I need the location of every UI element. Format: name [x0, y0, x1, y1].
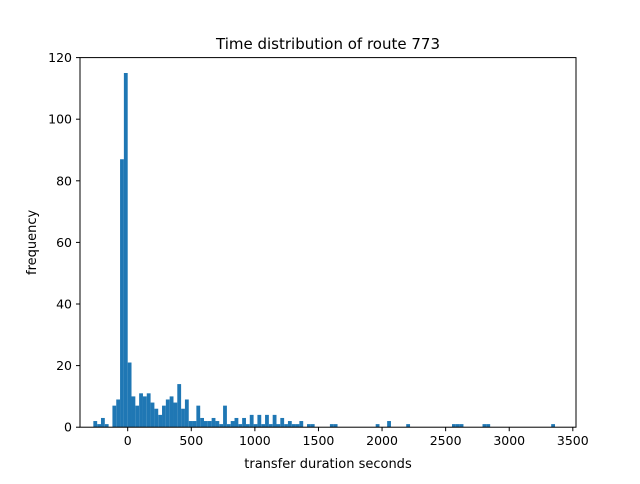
y-tick-label: 80	[56, 173, 72, 188]
histogram-bar	[307, 424, 311, 428]
y-tick-label: 60	[56, 235, 72, 250]
histogram-bar	[272, 414, 277, 428]
histogram-bar	[112, 405, 117, 428]
y-tick-label: 100	[48, 112, 72, 127]
histogram-bar	[486, 424, 491, 428]
histogram-bar	[253, 424, 258, 428]
histogram-bar	[97, 424, 101, 428]
histogram-bar	[455, 424, 460, 428]
histogram-bar	[452, 424, 456, 428]
histogram-bar	[184, 399, 189, 428]
histogram-bar	[238, 424, 243, 428]
histogram-bar	[280, 417, 285, 428]
histogram-bar	[375, 424, 380, 428]
x-tick-label: 1500	[303, 433, 335, 448]
x-tick-label: 1000	[239, 433, 271, 448]
x-tick-label: 3500	[557, 433, 589, 448]
histogram-bar	[310, 424, 315, 428]
histogram-bar	[104, 424, 109, 428]
y-tick-label: 0	[64, 420, 72, 435]
histogram-bar	[162, 405, 166, 428]
y-tick-label: 40	[56, 297, 72, 312]
histogram-bar	[123, 73, 128, 428]
histogram-bar	[211, 417, 216, 428]
histogram-bar	[146, 393, 151, 428]
histogram-bar	[192, 421, 197, 428]
histogram-bar	[181, 408, 185, 428]
histogram-bar	[482, 424, 487, 428]
histogram-bar	[173, 402, 178, 428]
histogram-bar	[287, 421, 292, 428]
x-tick-label: 0	[124, 433, 132, 448]
histogram-bar	[127, 362, 132, 428]
histogram-bar	[188, 421, 193, 428]
histogram-bar	[116, 399, 121, 428]
histogram-bar	[226, 424, 231, 428]
histogram-bar	[207, 421, 212, 428]
histogram-bar	[249, 414, 254, 428]
histogram-bar	[177, 384, 182, 428]
y-axis-label: frequency	[25, 209, 40, 275]
histogram-bar	[165, 399, 170, 428]
histogram-bar	[276, 424, 281, 428]
histogram-bar	[204, 421, 208, 428]
x-tick-label: 2500	[430, 433, 462, 448]
histogram-bars	[93, 73, 556, 428]
histogram-bar	[291, 424, 296, 428]
histogram-bar	[245, 424, 250, 428]
histogram-bar	[295, 424, 300, 428]
histogram-bar	[196, 405, 201, 428]
histogram-bar	[387, 421, 391, 428]
histogram-bar	[261, 424, 266, 428]
histogram-bar	[169, 396, 174, 428]
histogram-bar	[215, 421, 220, 428]
histogram-bar	[329, 424, 334, 428]
x-axis-label: transfer duration seconds	[244, 457, 412, 472]
histogram-bar	[242, 417, 246, 428]
histogram-bar	[551, 424, 556, 428]
histogram-bar	[234, 417, 239, 428]
histogram-bar	[154, 408, 159, 428]
histogram-bar	[158, 414, 163, 428]
y-axis-ticks: 0 20 40 60 80 100 120	[48, 50, 80, 435]
chart-title: Time distribution of route 773	[215, 35, 440, 53]
histogram-bar	[406, 424, 411, 428]
histogram-bar	[135, 405, 140, 428]
histogram-bar	[268, 424, 273, 428]
histogram-bar	[257, 414, 262, 428]
histogram-bar	[100, 417, 105, 428]
x-axis-ticks: 0 500 1000 1500 2000 2500 3000 3500	[124, 427, 589, 448]
x-tick-label: 3000	[493, 433, 525, 448]
histogram-bar	[265, 414, 269, 428]
x-tick-label: 2000	[366, 433, 398, 448]
x-tick-label: 500	[179, 433, 203, 448]
plot-frame	[79, 57, 577, 428]
histogram-bar	[459, 424, 464, 428]
histogram-bar	[93, 421, 98, 428]
histogram-bar	[131, 396, 136, 428]
histogram-bar	[219, 424, 224, 428]
histogram-bar	[150, 402, 155, 428]
histogram-bar	[223, 405, 227, 428]
y-tick-label: 20	[56, 358, 72, 373]
histogram-bar	[230, 421, 235, 428]
histogram-bar	[120, 159, 124, 428]
histogram-bar	[200, 417, 204, 428]
y-tick-label: 120	[48, 50, 72, 65]
histogram-bar	[139, 393, 143, 428]
histogram-bar	[333, 424, 338, 428]
histogram-bar	[299, 421, 304, 428]
histogram-bar	[284, 424, 288, 428]
histogram-bar	[142, 396, 147, 428]
